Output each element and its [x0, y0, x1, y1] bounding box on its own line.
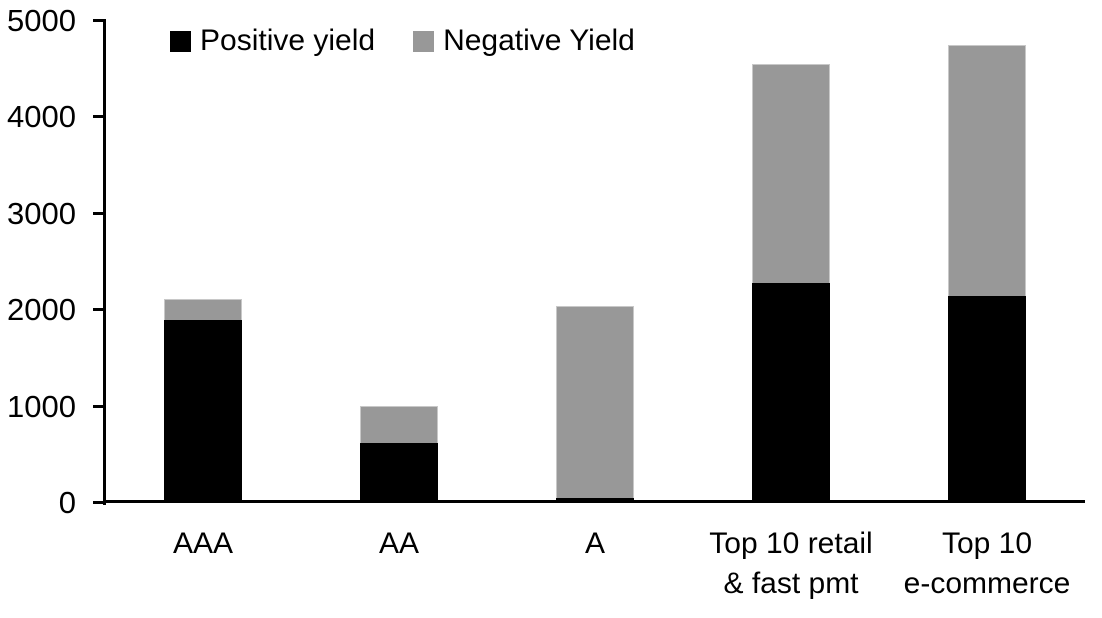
bar-negative-3 [752, 64, 830, 284]
y-tick-label-4000: 4000 [7, 99, 76, 135]
y-tick-mark-0 [93, 501, 105, 504]
bar-positive-1 [360, 443, 438, 502]
legend-item-negative-yield: Negative Yield [413, 26, 635, 56]
legend-label-negative-yield: Negative Yield [443, 24, 635, 57]
y-axis-line [103, 19, 106, 505]
x-axis-line [103, 500, 1085, 503]
positive-yield-swatch-icon [170, 30, 191, 52]
bar-negative-1 [360, 405, 438, 444]
legend-label-positive-yield: Positive yield [200, 24, 376, 57]
y-tick-label-1000: 1000 [7, 388, 76, 424]
x-category-label-1: AA [378, 527, 420, 560]
y-tick-mark-5000 [93, 19, 105, 22]
y-tick-mark-2000 [93, 308, 105, 312]
y-tick-mark-1000 [93, 404, 105, 408]
y-tick-label-3000: 3000 [7, 195, 76, 231]
bar-positive-3 [752, 283, 830, 502]
legend-item-positive-yield: Positive yield [170, 26, 375, 56]
negative-yield-swatch-icon [413, 30, 435, 52]
legend: Positive yield Negative Yield [170, 26, 635, 56]
bar-negative-2 [556, 306, 634, 499]
x-category-label-3: Top 10 retail & fast pmt [709, 527, 873, 600]
bar-negative-0 [164, 298, 242, 320]
y-tick-mark-4000 [93, 115, 105, 119]
y-tick-label-2000: 2000 [7, 292, 76, 328]
x-category-label-0: AAA [172, 527, 234, 560]
bar-positive-0 [164, 319, 242, 502]
bar-negative-4 [948, 45, 1026, 296]
x-category-label-4: Top 10 e-commerce [903, 527, 1071, 600]
bar-positive-4 [948, 295, 1026, 502]
x-category-label-2: A [584, 527, 605, 560]
y-tick-label-0: 0 [58, 485, 76, 520]
y-tick-label-5000: 5000 [7, 3, 76, 38]
y-tick-mark-3000 [93, 211, 105, 215]
